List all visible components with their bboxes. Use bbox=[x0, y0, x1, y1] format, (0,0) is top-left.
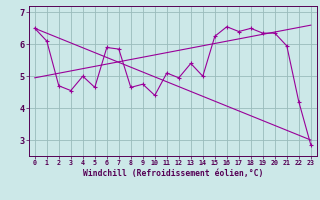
X-axis label: Windchill (Refroidissement éolien,°C): Windchill (Refroidissement éolien,°C) bbox=[83, 169, 263, 178]
